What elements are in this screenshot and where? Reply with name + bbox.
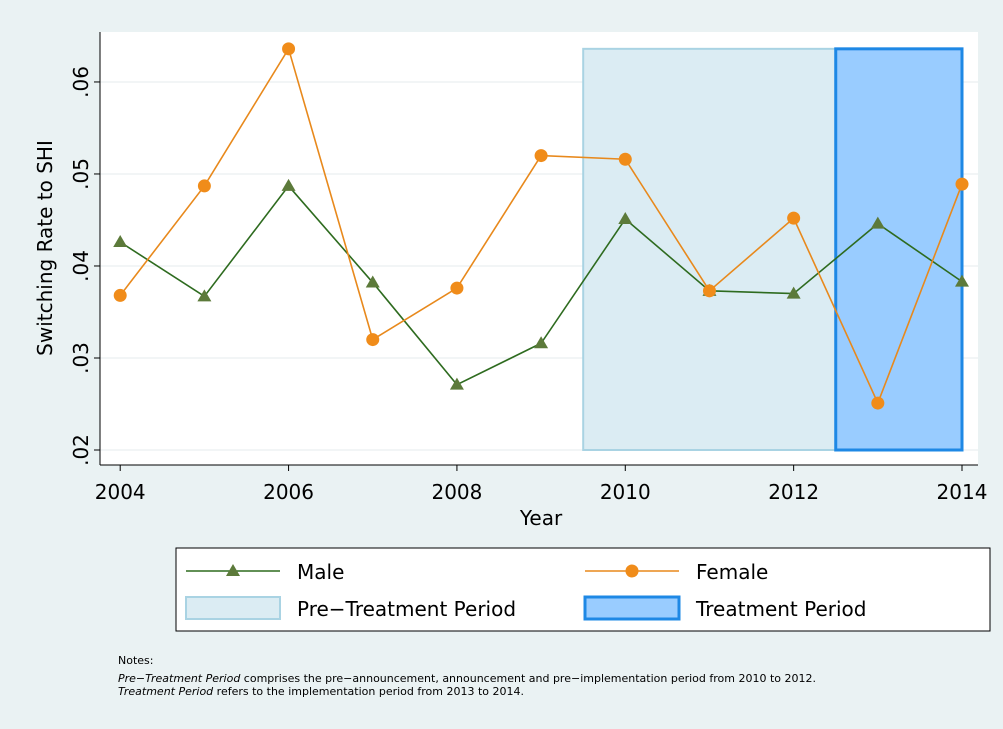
marker [955, 274, 970, 287]
y-tick-label: .02 [69, 434, 93, 466]
x-tick-label: 2004 [95, 480, 146, 504]
marker [871, 396, 885, 410]
note-line: Treatment Period refers to the implement… [118, 685, 524, 698]
legend-marker [625, 564, 639, 578]
notes-heading: Notes: [118, 654, 153, 667]
marker [113, 235, 128, 248]
x-tick-label: 2008 [431, 480, 482, 504]
legend-label: Treatment Period [695, 597, 867, 621]
x-tick-label: 2010 [600, 480, 651, 504]
note-italic: Pre−Treatment Period [118, 672, 241, 685]
legend-swatch [583, 595, 681, 621]
y-axis-title: Switching Rate to SHI [33, 140, 57, 356]
legend-marker [226, 564, 240, 576]
marker [365, 275, 380, 288]
marker [786, 286, 801, 299]
legend-label: Female [696, 560, 768, 584]
legend-label: Pre−Treatment Period [297, 597, 516, 621]
note-text: refers to the implementation period from… [213, 685, 524, 698]
marker [787, 211, 801, 225]
x-axis-title: Year [519, 506, 563, 530]
marker [618, 152, 632, 166]
marker [702, 284, 716, 298]
legend-swatch [185, 596, 281, 620]
marker [618, 212, 633, 225]
legend-box [175, 547, 991, 632]
marker [870, 216, 885, 229]
x-tick-label: 2006 [263, 480, 314, 504]
marker [197, 289, 212, 302]
marker [282, 42, 296, 56]
y-tick-label: .04 [69, 250, 93, 282]
y-tick-label: .05 [69, 158, 93, 190]
note-text: comprises the pre−announcement, announce… [240, 672, 816, 685]
marker [450, 281, 464, 295]
note-italic: Treatment Period [118, 685, 214, 698]
marker [366, 333, 380, 347]
x-tick-label: 2014 [937, 480, 988, 504]
marker [534, 149, 548, 163]
marker [449, 377, 464, 390]
shaded-region [834, 47, 964, 452]
marker [955, 177, 969, 191]
note-line: Pre−Treatment Period comprises the pre−a… [118, 672, 816, 685]
marker [113, 288, 127, 302]
marker [534, 336, 549, 349]
marker [281, 178, 296, 191]
shaded-region [582, 47, 837, 452]
marker [197, 179, 211, 193]
legend-label: Male [297, 560, 344, 584]
y-tick-label: .06 [69, 66, 93, 98]
x-tick-label: 2012 [768, 480, 819, 504]
y-tick-label: .03 [69, 342, 93, 374]
